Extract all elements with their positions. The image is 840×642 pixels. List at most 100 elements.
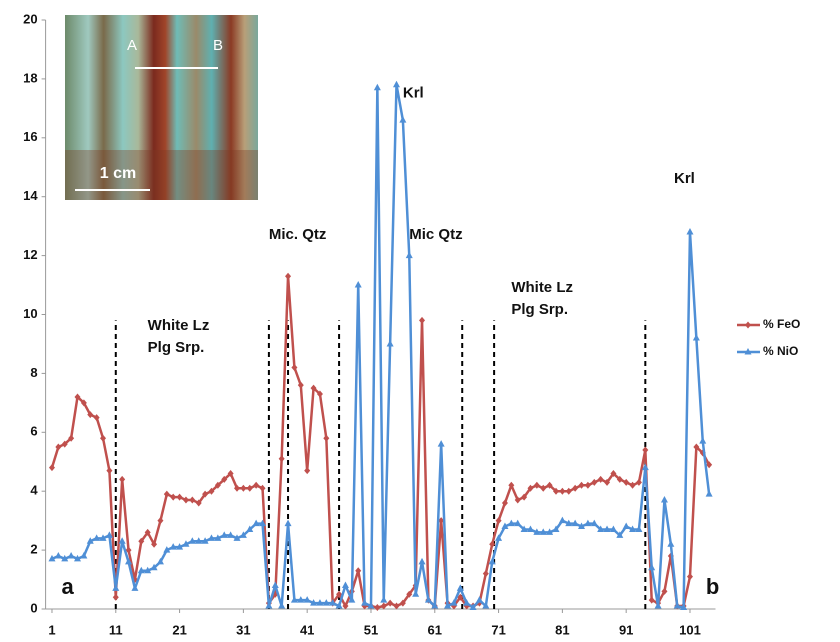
data-point: [584, 481, 591, 489]
data-point: [290, 596, 298, 603]
data-point: [527, 484, 534, 492]
data-point: [489, 540, 496, 548]
data-point: [387, 599, 394, 607]
data-point: [654, 602, 662, 609]
x-tick-label: 101: [679, 622, 701, 637]
data-point: [406, 590, 413, 598]
data-point: [252, 519, 260, 527]
data-point: [457, 593, 464, 601]
y-tick-label: 2: [30, 542, 37, 557]
data-point: [693, 443, 700, 451]
data-point: [508, 481, 515, 489]
data-point: [271, 581, 279, 588]
data-point: [48, 554, 56, 562]
data-point: [393, 80, 400, 88]
data-point: [285, 272, 292, 280]
data-point: [380, 596, 388, 603]
x-tick-label: 21: [172, 622, 186, 637]
data-point: [137, 566, 145, 574]
data-point: [635, 525, 643, 532]
y-tick-label: 16: [23, 129, 37, 144]
data-point: [207, 534, 215, 541]
data-point: [310, 384, 317, 392]
data-point: [623, 478, 630, 486]
y-tick-label: 14: [23, 188, 38, 203]
data-point: [100, 434, 107, 442]
data-point: [590, 519, 598, 527]
x-tick-label: 1: [48, 622, 55, 637]
data-point: [616, 475, 623, 483]
data-point: [188, 537, 196, 544]
data-point: [705, 490, 713, 497]
legend-label: % NiO: [763, 344, 798, 358]
data-point: [54, 551, 62, 559]
data-point: [641, 463, 649, 471]
series: [48, 272, 713, 612]
data-point: [125, 557, 133, 565]
data-point: [163, 490, 170, 498]
data-point: [284, 519, 292, 527]
data-point: [246, 525, 254, 532]
data-point: [105, 531, 113, 538]
data-point: [419, 316, 426, 324]
data-point: [220, 531, 228, 538]
data-point: [424, 596, 432, 603]
data-point: [259, 484, 266, 492]
annotation: Krl: [674, 170, 695, 187]
annotation: White Lz: [148, 317, 210, 334]
annotation: Mic Qtz: [409, 226, 462, 243]
data-point: [278, 602, 286, 609]
annotation: White Lz: [511, 279, 573, 296]
data-point: [112, 584, 120, 591]
data-point: [106, 467, 113, 475]
data-point: [514, 496, 521, 504]
x-tick-label: 31: [236, 622, 250, 637]
data-point: [609, 525, 617, 532]
data-point: [533, 481, 540, 489]
data-point: [559, 487, 566, 495]
data-point: [393, 602, 400, 610]
data-point: [539, 528, 547, 535]
data-point: [297, 596, 305, 603]
data-point: [558, 516, 566, 524]
data-point: [604, 478, 611, 486]
data-point: [495, 534, 503, 541]
data-point: [482, 570, 489, 578]
data-point: [67, 551, 75, 559]
series: [48, 80, 713, 611]
data-point: [227, 531, 235, 538]
data-point: [48, 464, 55, 472]
data-point: [546, 481, 553, 489]
data-point: [526, 525, 534, 532]
data-point: [253, 481, 260, 489]
data-point: [686, 228, 694, 235]
data-point: [227, 470, 234, 478]
x-tick-label: 71: [491, 622, 505, 637]
data-point: [233, 534, 241, 541]
data-point: [291, 364, 298, 372]
data-point: [680, 603, 688, 611]
inset-photo: A B 1 cm: [65, 15, 258, 200]
data-point: [622, 522, 630, 530]
data-point: [74, 554, 81, 562]
data-point: [68, 434, 75, 442]
data-point: [603, 525, 611, 532]
data-point: [112, 593, 119, 601]
data-point: [297, 381, 304, 389]
legend-label: % FeO: [763, 317, 800, 331]
data-point: [629, 481, 636, 489]
data-point: [348, 596, 356, 603]
data-point: [80, 551, 88, 559]
inset-label: B: [213, 37, 223, 54]
data-point: [456, 584, 464, 591]
data-point: [507, 519, 515, 527]
data-point: [514, 519, 522, 527]
data-point: [93, 414, 100, 422]
x-tick-label: 11: [109, 622, 123, 637]
data-point: [99, 534, 107, 541]
data-point: [469, 603, 477, 611]
data-point: [578, 481, 585, 489]
data-point: [565, 487, 572, 495]
data-point: [93, 534, 101, 541]
legend-marker: [744, 348, 752, 355]
